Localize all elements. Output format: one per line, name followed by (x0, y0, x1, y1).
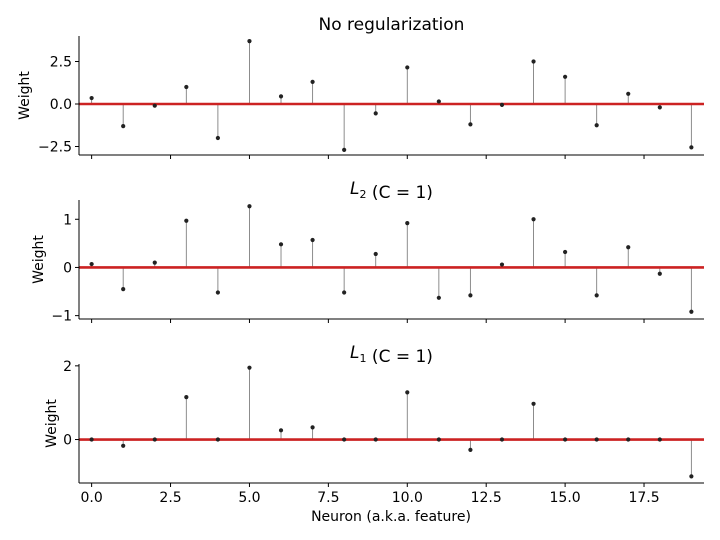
y-tick-label: 0.0 (50, 97, 72, 113)
weight-marker (89, 261, 94, 267)
weight-marker (215, 135, 220, 141)
weight-marker (531, 59, 536, 64)
x-tick-label: 2.5 (159, 490, 181, 506)
weight-marker (373, 251, 378, 257)
weight-marker (468, 447, 473, 452)
title-part: No regularization (319, 15, 465, 35)
x-tick-label: 15.0 (550, 490, 581, 506)
y-tick-label: 2 (63, 359, 72, 375)
title-part: L (350, 343, 359, 363)
y-axis-label: Weight (44, 399, 60, 448)
weight-marker (152, 260, 157, 265)
y-axis-label: Weight (17, 71, 33, 120)
x-tick-label: 0.0 (80, 490, 102, 506)
weight-marker (468, 293, 473, 298)
panel-title-no-regularization: No regularization (319, 15, 465, 35)
weight-marker (373, 111, 378, 116)
weight-marker (657, 105, 662, 110)
weight-marker (121, 443, 126, 448)
weight-marker (89, 437, 94, 442)
weight-marker (689, 145, 694, 150)
weight-marker (563, 437, 568, 442)
weight-marker (121, 287, 126, 292)
weight-marker (152, 103, 157, 108)
title-part: L (350, 179, 359, 199)
weight-marker (278, 428, 284, 433)
y-tick-label: −1 (51, 309, 72, 325)
y-tick-label: −2.5 (38, 140, 72, 156)
title-subscript: 2 (360, 188, 367, 201)
panel-no-regularization: No regularization Weight −2.5 0.0 2.5 (17, 15, 704, 159)
weight-marker (499, 262, 505, 267)
panel-title-l1: L1 (C = 1) (350, 343, 433, 367)
weight-marker (342, 290, 347, 295)
weight-marker (436, 295, 441, 300)
weight-marker (247, 39, 252, 44)
weight-marker (499, 437, 505, 442)
weight-marker (310, 237, 315, 243)
weight-marker (373, 437, 378, 442)
weight-marker (499, 102, 505, 107)
weight-marker (89, 95, 94, 101)
title-part: (C = 1) (367, 347, 433, 367)
weight-marker (626, 91, 631, 96)
weight-marker (594, 437, 599, 442)
weight-marker (436, 99, 441, 104)
title-part: (C = 1) (367, 183, 433, 203)
panel-l2-regularization: L2 (C = 1) Weight −1 0 1 (31, 179, 704, 325)
panel-l1-regularization: L1 (C = 1) Weight 0 2 0.0 2.5 5.0 7.5 10.0 12.5 15… (44, 343, 704, 506)
x-tick-label: 7.5 (317, 490, 339, 506)
weight-marker (184, 395, 189, 400)
weight-marker (278, 94, 284, 99)
weight-marker (657, 271, 662, 276)
y-tick-label: 1 (63, 212, 72, 228)
x-tick-label: 12.5 (471, 490, 502, 506)
weight-marker (342, 437, 347, 442)
weight-marker (215, 290, 220, 295)
weight-marker (405, 65, 410, 70)
weight-marker (121, 124, 126, 129)
weight-marker (278, 242, 284, 247)
weight-marker (152, 437, 157, 442)
weight-marker (563, 249, 568, 255)
weight-marker (342, 147, 347, 152)
weight-marker (689, 309, 694, 314)
weight-marker (468, 122, 473, 127)
weight-marker (626, 437, 631, 442)
weight-marker (531, 401, 536, 406)
title-subscript: 1 (360, 352, 367, 365)
weight-marker (531, 217, 536, 222)
weight-marker (247, 204, 252, 209)
x-tick-label: 10.0 (392, 490, 423, 506)
y-tick-label: 0 (63, 260, 72, 276)
weight-marker (594, 293, 599, 298)
y-axis-label: Weight (31, 235, 47, 284)
weight-marker (689, 474, 694, 479)
weight-marker (626, 245, 631, 250)
panel-title-l2: L2 (C = 1) (350, 179, 433, 203)
x-tick-label: 5.0 (238, 490, 260, 506)
weight-marker (594, 123, 599, 128)
weight-marker (436, 437, 441, 442)
x-axis-label: Neuron (a.k.a. feature) (311, 509, 471, 525)
weight-marker (405, 221, 410, 226)
weight-marker (310, 79, 315, 84)
weight-marker (563, 74, 568, 79)
weight-marker (405, 390, 410, 395)
weight-marker (184, 218, 189, 223)
weight-marker (310, 425, 315, 430)
weight-marker (657, 437, 662, 442)
weight-marker (247, 365, 252, 370)
y-tick-label: 2.5 (50, 55, 72, 71)
weight-marker (215, 437, 220, 442)
x-tick-label: 17.5 (628, 490, 659, 506)
weight-marker (184, 84, 189, 90)
y-tick-label: 0 (63, 433, 72, 449)
